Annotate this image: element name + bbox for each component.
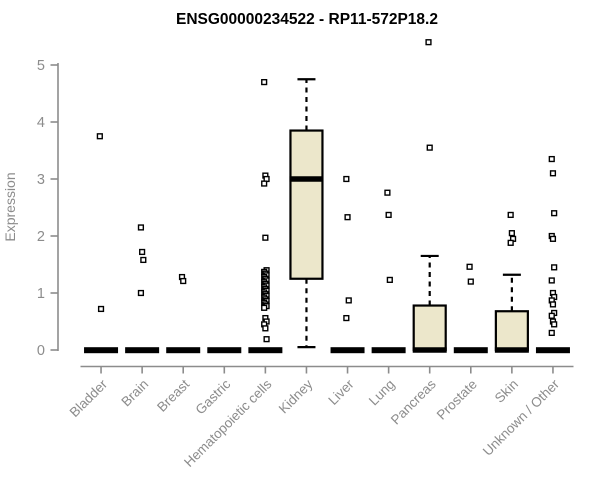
outlier-marker [467,278,474,285]
collapsed-box [84,347,119,354]
outlier-marker [548,277,555,284]
collapsed-box [535,347,570,354]
outlier-marker [261,304,268,311]
outlier-marker [386,276,393,283]
collapsed-box [453,347,488,354]
x-tick-label: Kidney [276,376,316,416]
x-tick-label: Prostate [434,377,480,423]
outlier-marker [343,314,350,322]
outlier-marker [139,248,146,256]
collapsed-box [248,347,283,354]
outlier-marker [344,214,351,221]
outlier-marker [262,234,269,241]
outlier-marker [548,155,555,163]
box [289,129,324,280]
outlier-marker [140,256,147,264]
outlier-marker [549,170,557,177]
outlier-marker [507,239,514,246]
outlier-marker [549,235,557,242]
outlier-marker [426,144,433,151]
outlier-marker [425,39,432,46]
outlier-marker [508,230,515,237]
outlier-marker [466,263,473,270]
x-tick-label: Lung [366,377,398,409]
outlier-marker [96,133,103,140]
outlier-marker [551,264,558,271]
collapsed-box [166,347,201,354]
y-tick-label: 5 [37,58,45,74]
outlier-marker [345,297,352,304]
outlier-marker [137,289,145,297]
y-tick-label: 0 [37,343,45,359]
collapsed-box [330,347,365,354]
y-tick-label: 3 [37,172,45,188]
y-tick-label: 2 [37,229,45,245]
outlier-marker [384,189,391,196]
outlier-marker [385,211,392,219]
x-tick-label: Gastric [193,376,234,417]
outlier-marker [261,78,268,86]
outlier-marker [180,277,187,285]
collapsed-box [371,347,406,354]
outlier-marker [137,224,145,231]
collapsed-box [207,347,242,354]
outlier-marker [343,175,350,183]
outlier-marker [548,312,555,319]
outlier-marker [507,211,514,219]
x-tick-label: Brain [118,377,151,410]
x-tick-label: Unknown / Other [480,376,563,459]
outlier-marker [549,301,557,308]
outlier-marker [261,180,268,187]
x-tick-label: Breast [154,376,192,414]
y-tick-label: 4 [37,115,45,131]
outlier-marker [262,325,269,332]
chart-title: ENSG00000234522 - RP11-572P18.2 [176,11,438,28]
x-tick-label: Pancreas [388,376,439,427]
outlier-marker [551,210,558,217]
x-tick-label: Skin [492,377,521,406]
collapsed-box [125,347,160,354]
outlier-marker [548,329,555,337]
box [412,304,447,352]
box [494,310,529,352]
x-tick-label: Bladder [67,376,111,420]
outlier-marker [551,321,558,328]
y-axis-label: Expression [2,172,18,241]
outlier-marker [263,336,270,343]
y-tick-label: 1 [37,286,45,302]
x-tick-label: Liver [325,376,357,408]
outlier-marker [97,305,105,313]
